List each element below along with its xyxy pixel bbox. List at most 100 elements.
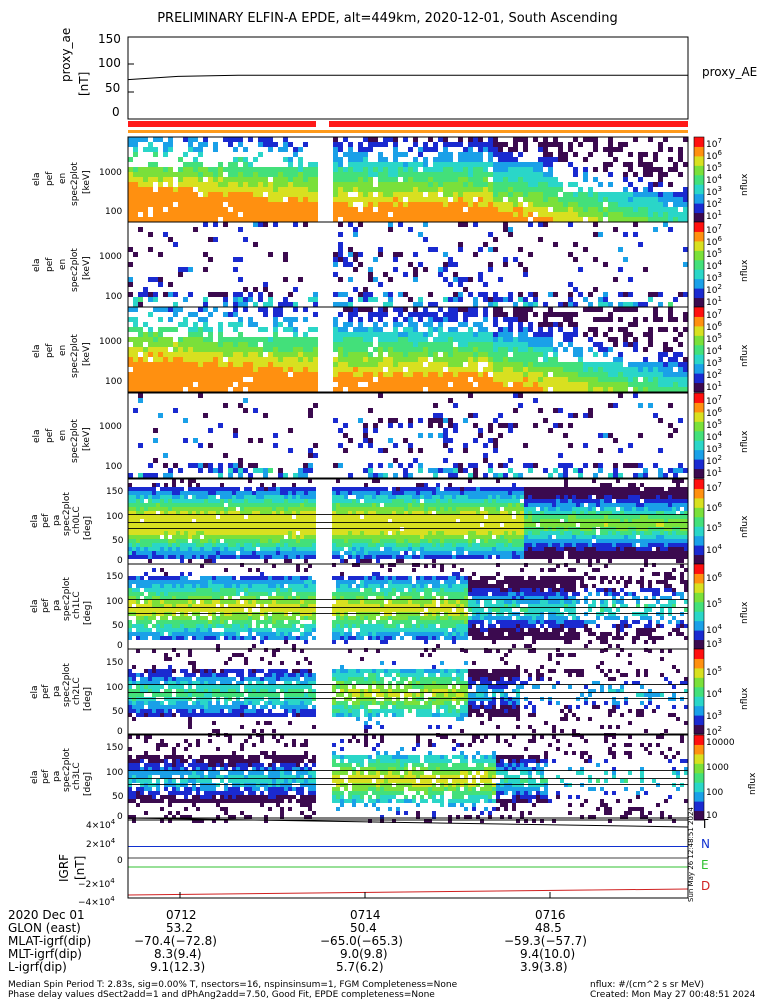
- en2-cell: [158, 367, 163, 372]
- pa0-cell: [232, 527, 236, 531]
- en2-cell: [138, 342, 143, 347]
- pa0-cell: [420, 503, 424, 507]
- pa0-cell: [184, 515, 188, 519]
- en0-cell: [128, 177, 133, 182]
- en2-cell: [618, 352, 623, 357]
- en1-cell: [458, 282, 463, 287]
- en0-cell: [193, 157, 198, 162]
- proxy-ae-line: [127, 74, 688, 81]
- en2-colorbar-seg-4: [694, 344, 704, 355]
- en1-cell: [243, 237, 248, 242]
- pa0-cell: [400, 511, 404, 515]
- en0-cell: [443, 212, 448, 217]
- en2-cell: [348, 352, 353, 357]
- igrf-ytick-4e4: 4×104: [86, 818, 116, 831]
- pa0-cell: [276, 531, 280, 535]
- pa0-cell: [364, 487, 368, 491]
- en2-cell: [613, 387, 618, 392]
- en3-cell: [638, 433, 643, 438]
- en0-cell: [548, 187, 553, 192]
- en2-cell: [388, 342, 393, 347]
- en2-cell: [533, 347, 538, 352]
- en0-cell: [423, 217, 428, 222]
- en2-cell: [243, 367, 248, 372]
- pa0-cell: [260, 539, 264, 543]
- en3-cell: [198, 468, 203, 473]
- en0-cell: [508, 157, 513, 162]
- en2-cell: [463, 357, 468, 362]
- pa0-cell: [260, 547, 264, 551]
- en3-cell: [243, 408, 248, 413]
- en0-cell: [463, 182, 468, 187]
- pa0-cell: [364, 539, 368, 543]
- pa0-cell: [396, 523, 400, 527]
- pa0-cell: [404, 515, 408, 519]
- en3-cell: [488, 463, 493, 468]
- pa0-cell: [264, 551, 268, 555]
- pa0-cell: [244, 547, 248, 551]
- pa0-cell: [232, 555, 236, 559]
- pa0-cell: [360, 511, 364, 515]
- en3-cell: [508, 423, 513, 428]
- en0-cell: [508, 202, 513, 207]
- en0-cell: [508, 162, 513, 167]
- en3-cell: [133, 408, 138, 413]
- en2-cell: [443, 372, 448, 377]
- en0-cell: [378, 192, 383, 197]
- en2-cell: [568, 362, 573, 367]
- en0-cell: [423, 147, 428, 152]
- en0-cell: [203, 182, 208, 187]
- en0-cell: [208, 202, 213, 207]
- pa0-cell: [284, 547, 288, 551]
- pa0-cell: [332, 507, 336, 511]
- en0-cell: [478, 187, 483, 192]
- en2-cell: [393, 322, 398, 327]
- en3-cell: [193, 463, 198, 468]
- en0-cell: [258, 192, 263, 197]
- en2-cell: [188, 372, 193, 377]
- en0-cell: [343, 197, 348, 202]
- en2-cell: [578, 387, 583, 392]
- en0-cell: [298, 157, 303, 162]
- en0-cell: [403, 212, 408, 217]
- en0-cell: [573, 197, 578, 202]
- en2-cell: [358, 357, 363, 362]
- en2-cell: [363, 342, 368, 347]
- en0-cell: [393, 147, 398, 152]
- en1-cell: [373, 277, 378, 282]
- en0-cell: [483, 162, 488, 167]
- cb3-t6: 101: [706, 466, 722, 479]
- en3-cell: [563, 468, 568, 473]
- pa0-cell: [424, 527, 428, 531]
- en2-cell: [193, 332, 198, 337]
- pa0-cell: [344, 531, 348, 535]
- en2-cell: [453, 382, 458, 387]
- pa0-cell: [284, 511, 288, 515]
- pa0-cell: [376, 495, 380, 499]
- en2-cell: [443, 317, 448, 322]
- pa0-cell: [240, 551, 244, 555]
- en0-cell: [553, 142, 558, 147]
- en0-cell: [608, 147, 613, 152]
- pa0-cell: [356, 559, 360, 563]
- en2-cell: [348, 332, 353, 337]
- en1-cell: [353, 227, 358, 232]
- en0-cell: [373, 162, 378, 167]
- en0-cell: [473, 152, 478, 157]
- en3-cell: [338, 443, 343, 448]
- en0-cell: [658, 172, 663, 177]
- en2-cell: [373, 347, 378, 352]
- en2-cell: [663, 382, 668, 387]
- en2-cell: [468, 347, 473, 352]
- pa0-cell: [184, 539, 188, 543]
- en2-cell: [543, 362, 548, 367]
- en0-cell: [538, 182, 543, 187]
- pa0-cell: [436, 531, 440, 535]
- pa0-cell: [208, 547, 212, 551]
- en0-cell: [548, 172, 553, 177]
- en1-cell: [493, 297, 498, 302]
- en0-cell: [493, 152, 498, 157]
- pa0-cell: [156, 535, 160, 539]
- en0-cell: [533, 207, 538, 212]
- en0-cell: [333, 167, 338, 172]
